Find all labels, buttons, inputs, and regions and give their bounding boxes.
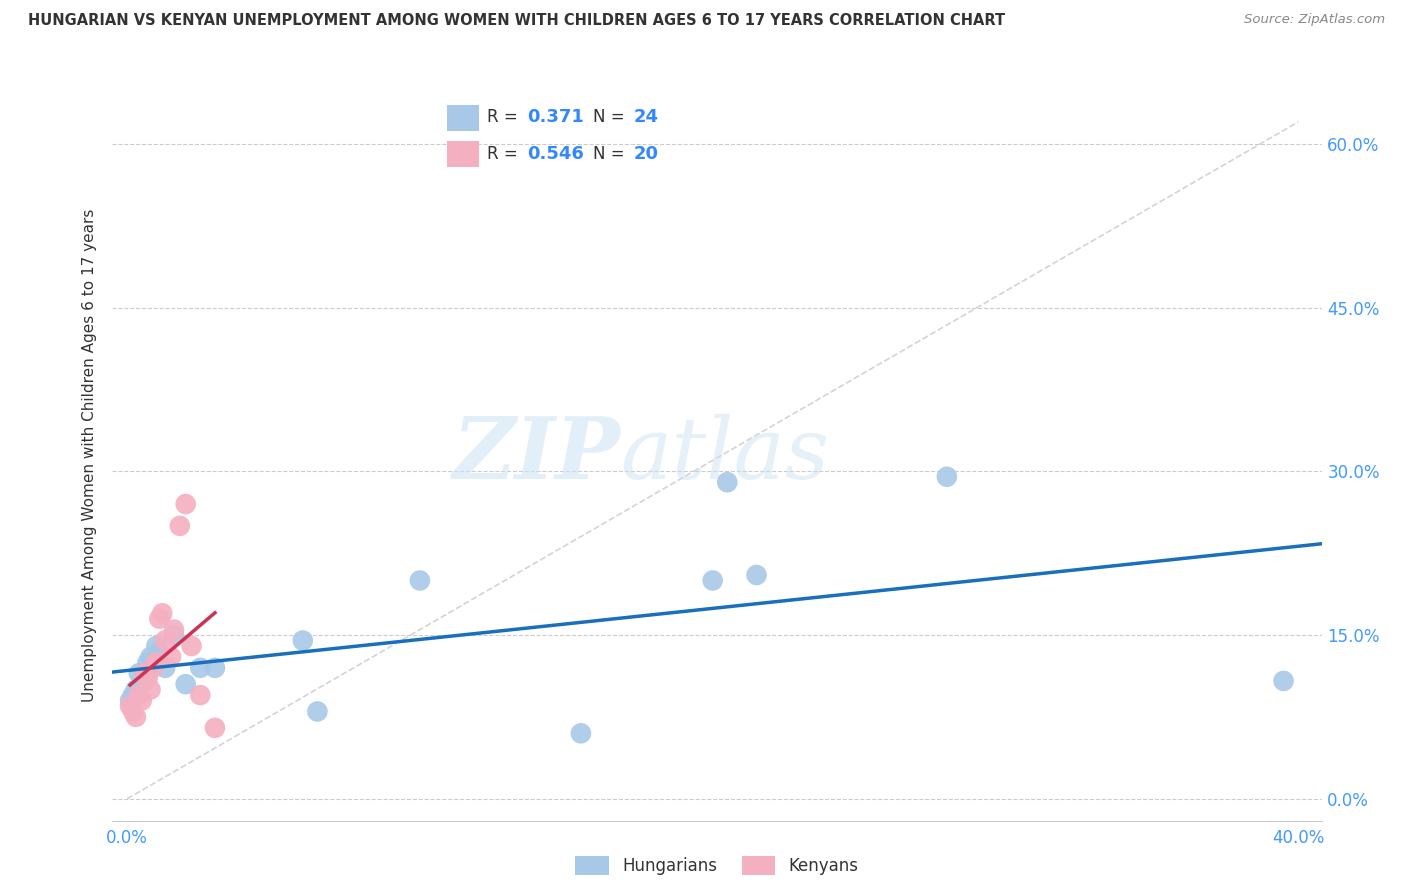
Point — [163, 623, 186, 637]
Point — [139, 649, 162, 664]
Point — [160, 649, 183, 664]
Legend: Hungarians, Kenyans: Hungarians, Kenyans — [568, 849, 866, 882]
Point — [716, 475, 738, 490]
Point — [128, 666, 150, 681]
Point — [136, 672, 159, 686]
Point — [174, 497, 197, 511]
Point — [125, 682, 148, 697]
Point — [145, 639, 167, 653]
Point — [1272, 673, 1295, 688]
Point — [150, 606, 173, 620]
Point — [122, 688, 145, 702]
Point — [148, 612, 170, 626]
Text: HUNGARIAN VS KENYAN UNEMPLOYMENT AMONG WOMEN WITH CHILDREN AGES 6 TO 17 YEARS CO: HUNGARIAN VS KENYAN UNEMPLOYMENT AMONG W… — [28, 13, 1005, 29]
Point — [148, 644, 170, 658]
Point — [125, 710, 148, 724]
Point — [204, 721, 226, 735]
Point — [935, 469, 957, 483]
Point — [174, 677, 197, 691]
Point — [307, 705, 329, 719]
Point — [134, 672, 156, 686]
Point — [569, 726, 592, 740]
Text: ZIP: ZIP — [453, 413, 620, 497]
Y-axis label: Unemployment Among Women with Children Ages 6 to 17 years: Unemployment Among Women with Children A… — [82, 208, 97, 702]
Point — [131, 693, 153, 707]
Point — [409, 574, 432, 588]
Point — [153, 633, 176, 648]
Point — [291, 633, 314, 648]
Point — [134, 666, 156, 681]
Point — [153, 661, 176, 675]
Text: atlas: atlas — [620, 414, 830, 496]
Point — [702, 574, 724, 588]
Point — [180, 639, 202, 653]
Point — [136, 656, 159, 670]
Point — [118, 693, 141, 707]
Point — [139, 682, 162, 697]
Point — [131, 677, 153, 691]
Point — [163, 628, 186, 642]
Point — [188, 661, 211, 675]
Point — [188, 688, 211, 702]
Point — [142, 661, 165, 675]
Point — [118, 698, 141, 713]
Point — [204, 661, 226, 675]
Text: Source: ZipAtlas.com: Source: ZipAtlas.com — [1244, 13, 1385, 27]
Point — [169, 519, 191, 533]
Point — [122, 705, 145, 719]
Point — [128, 688, 150, 702]
Point — [145, 656, 167, 670]
Point — [745, 568, 768, 582]
